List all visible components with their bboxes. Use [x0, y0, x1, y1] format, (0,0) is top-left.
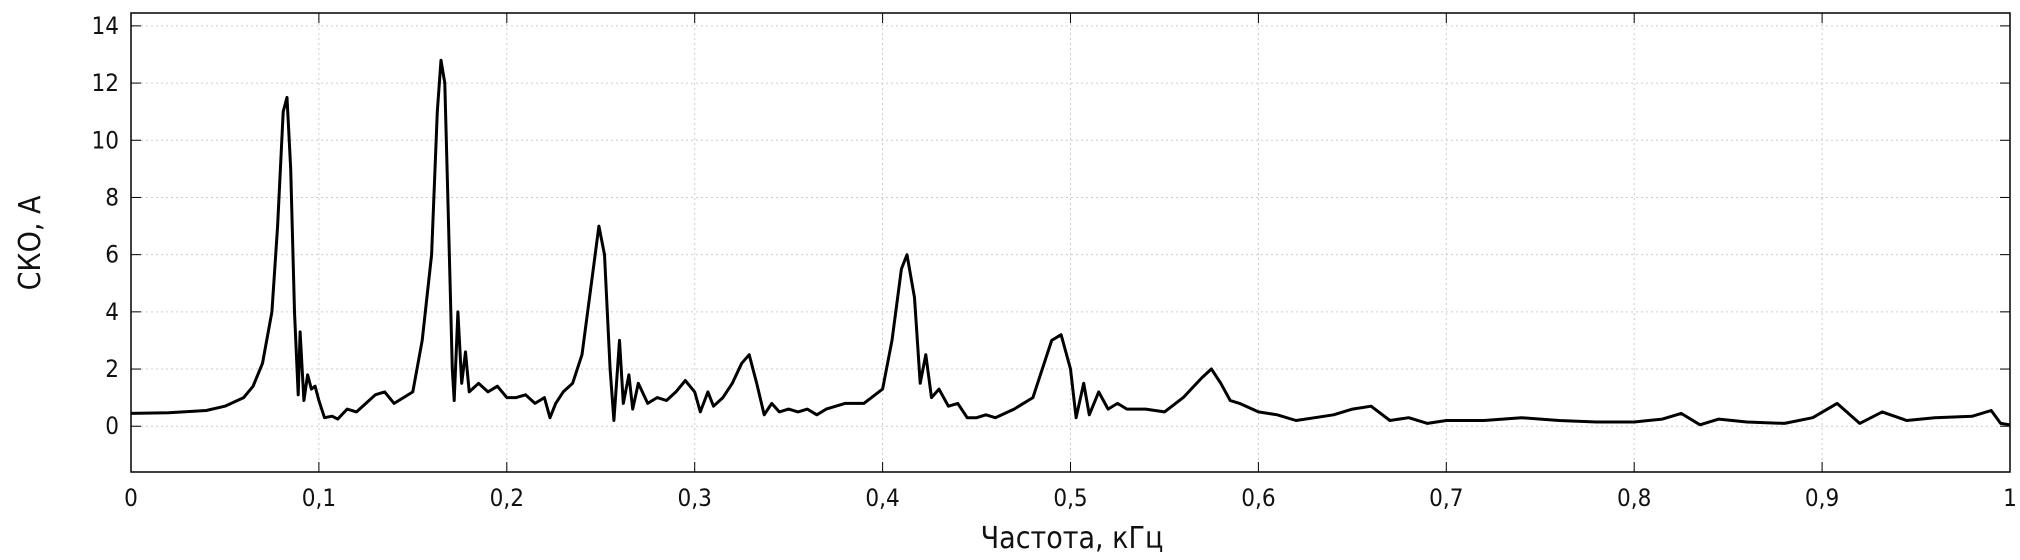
y-tick-label: 0: [105, 412, 119, 440]
plot-frame: [130, 12, 2011, 473]
x-tick-label: 0,1: [302, 484, 336, 512]
data-line: [130, 58, 2011, 427]
x-tick-label: 0,3: [678, 484, 712, 512]
x-tick-label: 0,2: [490, 484, 524, 512]
x-tick-label: 0,7: [1429, 484, 1463, 512]
x-tick-label: 0,9: [1805, 484, 1839, 512]
x-tick-label: 0,8: [1617, 484, 1651, 512]
y-tick-label: 2: [105, 355, 119, 383]
x-tick-label: 0,4: [865, 484, 899, 512]
y-tick-label: 6: [105, 241, 119, 269]
y-tick-label: 12: [92, 69, 119, 97]
y-tick-label: 10: [92, 126, 119, 154]
x-axis-label: Частота, кГц: [981, 521, 1164, 556]
x-tick-label: 0,5: [1053, 484, 1087, 512]
y-axis-label: СКО, А: [13, 195, 48, 290]
y-tick-label: 4: [105, 298, 119, 326]
x-tick-label: 0,6: [1241, 484, 1275, 512]
x-tick-label: 1: [2003, 484, 2017, 512]
y-tick-label: 8: [105, 183, 119, 211]
x-tick-label: 0: [124, 484, 138, 512]
y-tick-label: 14: [92, 12, 119, 40]
